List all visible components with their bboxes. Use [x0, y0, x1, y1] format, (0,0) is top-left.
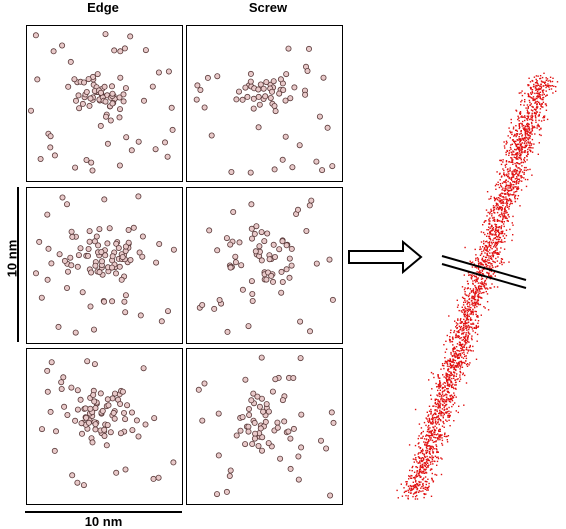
dislocation-rod [396, 72, 559, 500]
panel-edge-row2 [26, 187, 183, 344]
panel-screw-row2 [186, 187, 343, 344]
panel-screw-row3 [186, 348, 343, 505]
screw-column-header: Screw [248, 0, 288, 15]
right-arrow-icon [348, 239, 423, 275]
atom-cloud [196, 197, 336, 335]
atom-cloud [38, 358, 177, 489]
atom-cloud [195, 354, 337, 499]
atom-cloud [33, 193, 177, 336]
vertical-scale-label: 10 nm [4, 239, 20, 278]
panel-screw-row1 [186, 25, 343, 182]
atom-cloud [193, 45, 336, 176]
panel-edge-row1 [26, 25, 183, 182]
horizontal-scale-bar [25, 511, 182, 513]
panel-edge-row3 [26, 348, 183, 505]
horizontal-scale-label: 10 nm [84, 514, 123, 529]
edge-column-header: Edge [87, 0, 119, 15]
atom-cloud [28, 31, 176, 174]
vertical-scale-bar [17, 187, 19, 342]
